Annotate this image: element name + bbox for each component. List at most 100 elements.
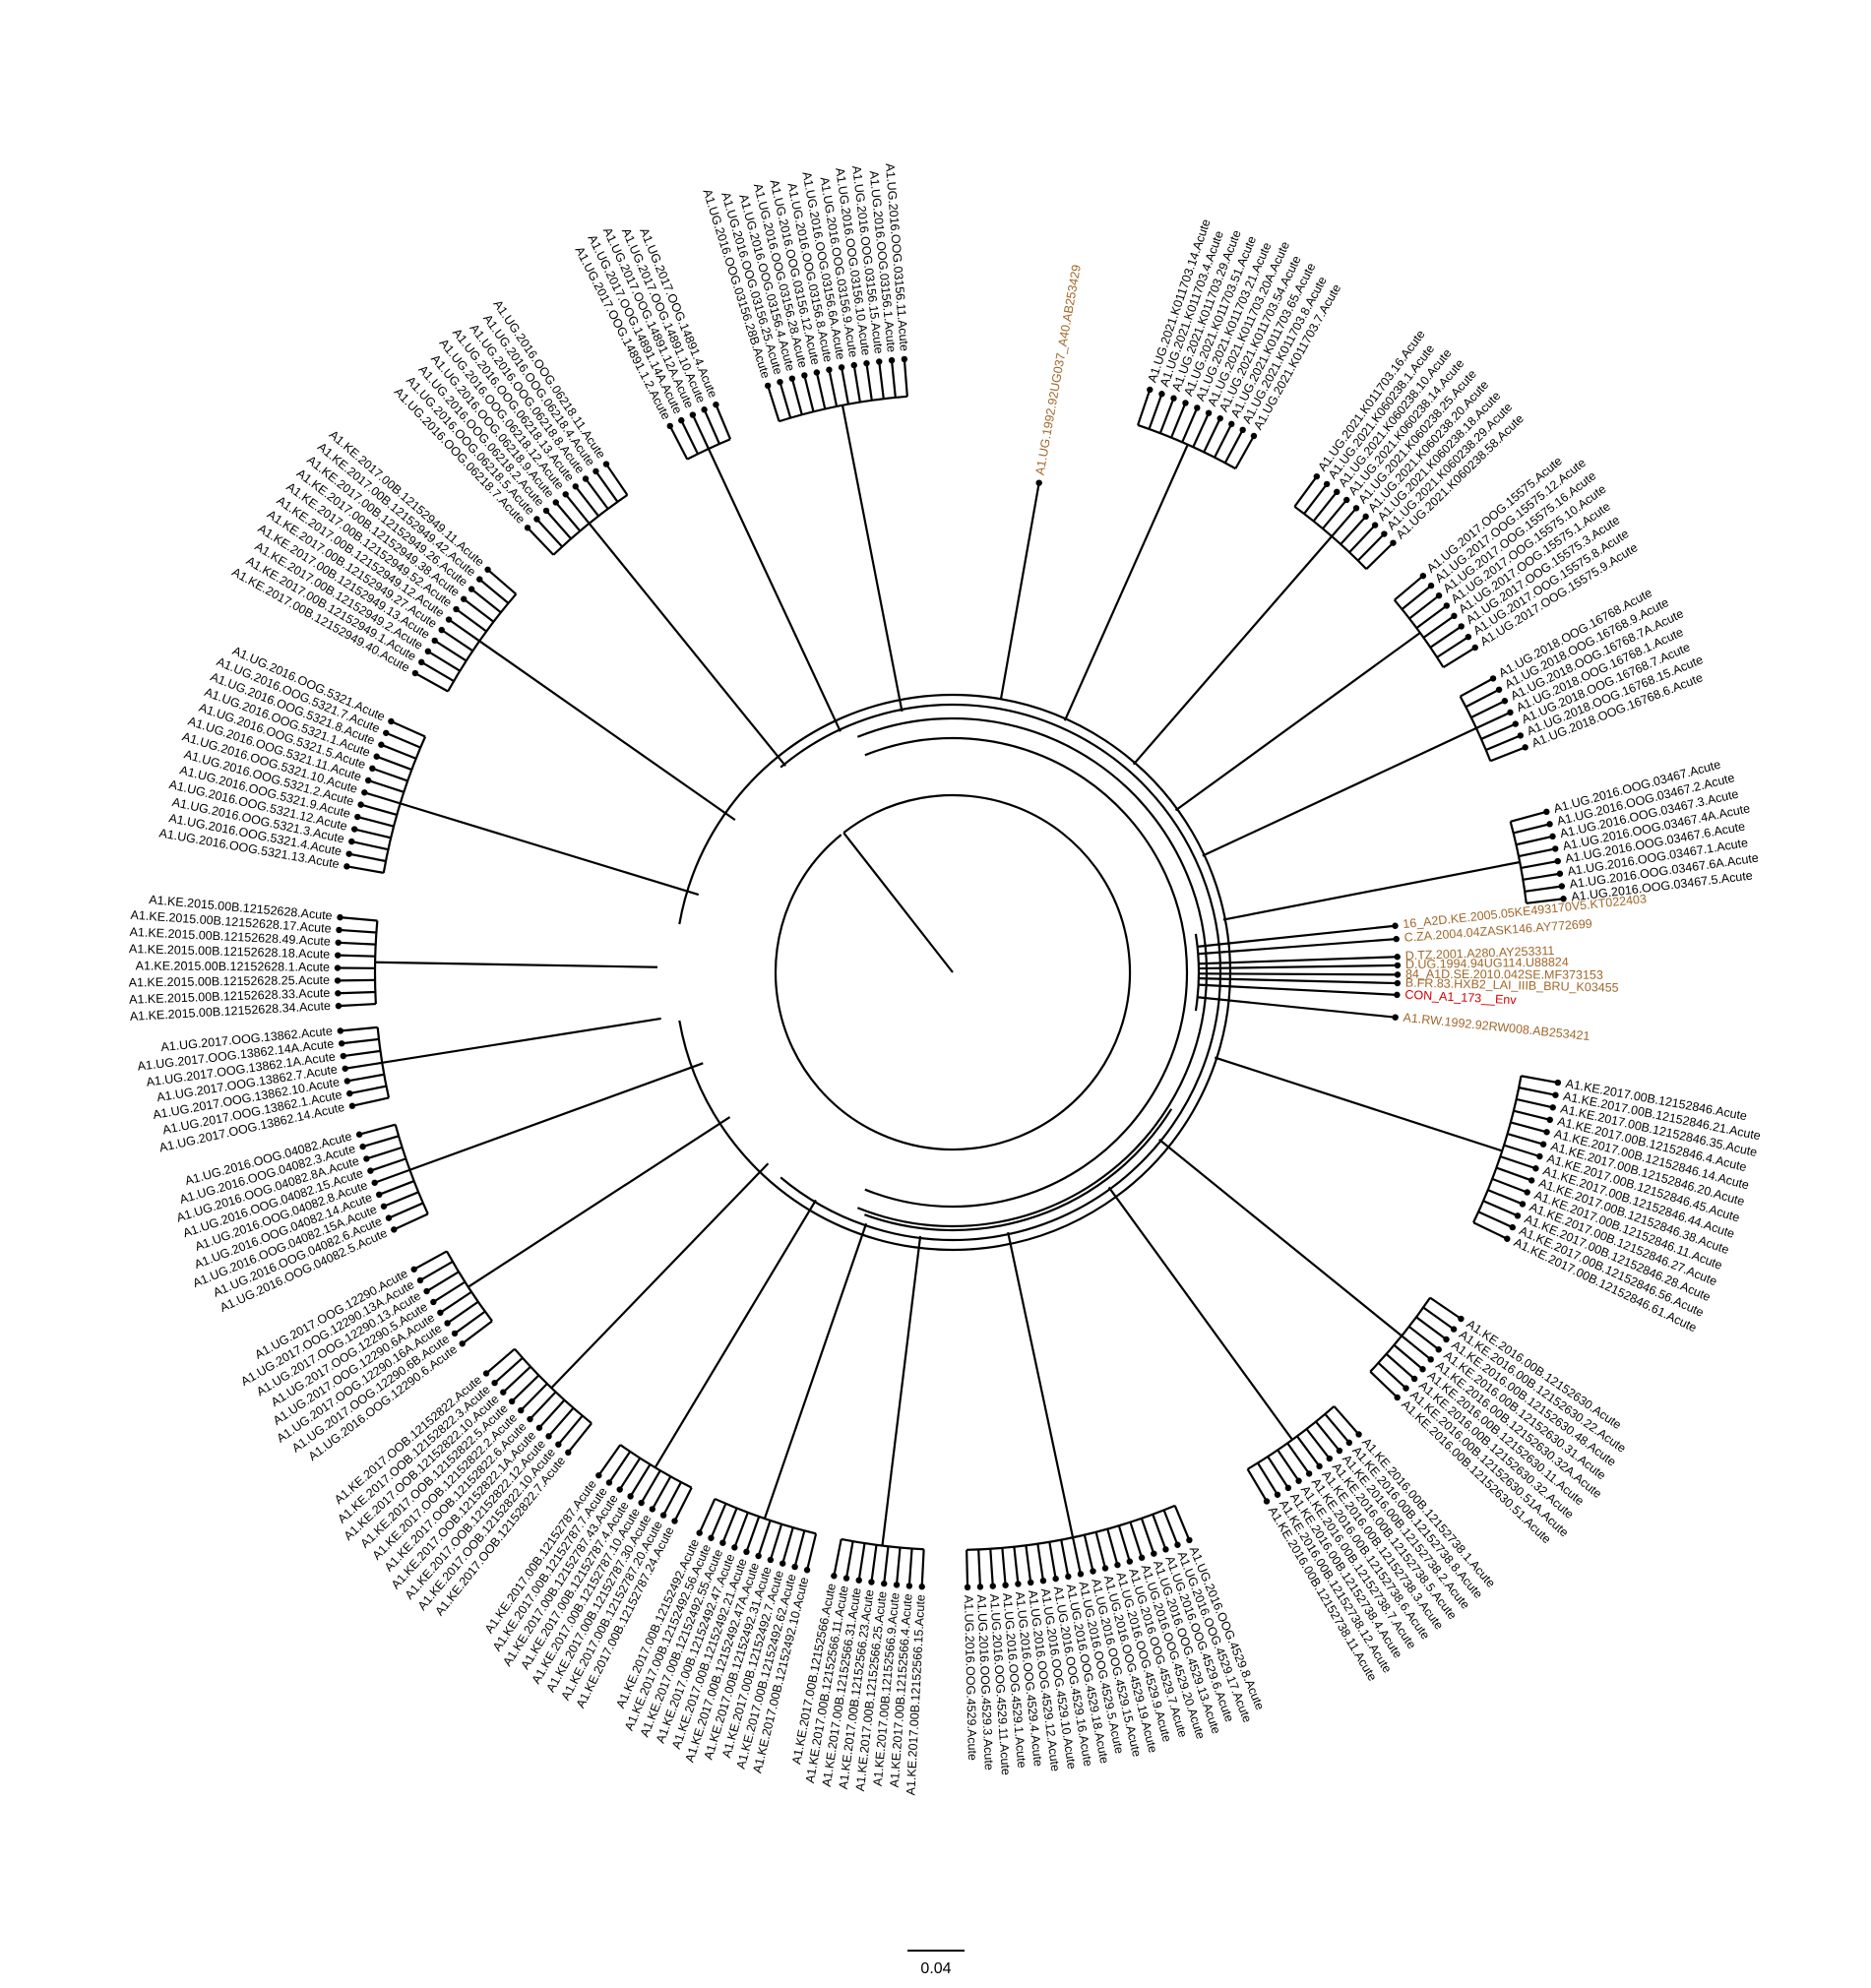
- tip-dot: [1052, 1575, 1059, 1583]
- tip-dot: [788, 375, 796, 382]
- tip-branch: [1385, 1353, 1415, 1380]
- clade-arc-cl-2628: [373, 920, 379, 1005]
- tip-branch: [344, 1061, 383, 1070]
- reference-label: D.UG.1994.94UG114.U88824: [1405, 955, 1569, 971]
- tip-dot: [1039, 1577, 1047, 1584]
- backbone-arc-3: [780, 703, 1222, 1242]
- tip-dot: [418, 658, 425, 666]
- tip-branch: [703, 408, 720, 445]
- tip-branch: [520, 1383, 548, 1411]
- tip-dot: [1371, 522, 1379, 528]
- tip-branch: [1214, 423, 1233, 459]
- tip-branch: [1129, 1522, 1144, 1559]
- tip-branch: [721, 1508, 738, 1544]
- tip-branch: [1181, 407, 1199, 443]
- tip-dot: [850, 361, 857, 369]
- tip-branch: [1394, 575, 1424, 601]
- tip-branch: [1436, 636, 1469, 658]
- tip-branch: [1393, 1343, 1424, 1371]
- tip-dot: [444, 1320, 451, 1327]
- tip-branch: [1460, 677, 1494, 698]
- tip-branch: [680, 419, 700, 455]
- tip-branch: [715, 404, 732, 440]
- tip-dot: [1556, 870, 1564, 877]
- tip-branch: [1365, 541, 1395, 570]
- tip-dot: [767, 1556, 775, 1564]
- tip-dot: [491, 1379, 498, 1387]
- tip-branch: [339, 928, 377, 934]
- tip-dot: [1519, 1201, 1527, 1208]
- tip-branch: [420, 660, 455, 682]
- tip-branch: [485, 1347, 516, 1375]
- scale-bar: 0.04: [907, 1950, 965, 1977]
- tip-dot: [602, 461, 610, 467]
- tip-branch: [393, 1212, 429, 1231]
- tip-dot: [1362, 513, 1369, 521]
- tip-branch: [1025, 1545, 1032, 1584]
- tip-dot: [863, 359, 870, 367]
- tip-branch: [852, 364, 861, 403]
- tip-dot: [378, 741, 385, 748]
- reference-tip-dot: [1035, 479, 1042, 486]
- tip-dot: [1552, 1091, 1559, 1098]
- tip-branch: [351, 839, 389, 851]
- tip-dot: [1305, 1470, 1313, 1477]
- tip-dot: [1517, 732, 1525, 739]
- clade-stem-cl-3467: [1222, 860, 1521, 921]
- tip-branch: [366, 1146, 403, 1160]
- tip-dot: [1450, 1326, 1458, 1333]
- clade-arc-cl-0218: [552, 494, 628, 556]
- tip-branch: [385, 731, 421, 749]
- tip-dot: [605, 1479, 613, 1486]
- tip-dot: [689, 411, 697, 418]
- tip-dot: [424, 648, 432, 655]
- tip-dot: [649, 1506, 656, 1513]
- tip-branch: [1203, 417, 1221, 453]
- tip-dot: [357, 801, 364, 808]
- tip-dot: [893, 1582, 901, 1588]
- tip-dot: [989, 1583, 996, 1589]
- tip-branch: [1477, 1211, 1514, 1229]
- tip-branch: [441, 629, 473, 652]
- tip-dot: [476, 576, 483, 583]
- tip-dot: [1015, 1581, 1022, 1587]
- tip-dot: [1162, 1546, 1169, 1553]
- tip-branch: [1162, 1509, 1179, 1546]
- tip-branch: [338, 941, 376, 946]
- tip-branch: [865, 363, 873, 401]
- tip-branch: [414, 672, 449, 693]
- tip-dot: [1514, 1212, 1522, 1219]
- tip-dot: [1435, 591, 1443, 599]
- tip-branch: [1296, 1435, 1321, 1467]
- tip-dot: [1471, 644, 1478, 652]
- backbone-arc-1: [864, 736, 1189, 1209]
- tip-dot: [755, 1552, 762, 1560]
- tip-branch: [1356, 532, 1386, 562]
- tip-dot: [459, 1340, 466, 1347]
- tip-branch: [434, 639, 468, 662]
- tip-dot: [1138, 1554, 1146, 1561]
- tip-branch: [1513, 823, 1550, 835]
- tip-branch: [363, 791, 401, 805]
- tip-branch: [346, 1073, 385, 1083]
- tip-dot: [335, 939, 342, 946]
- tip-dot: [1323, 480, 1331, 488]
- tip-dot: [518, 1406, 525, 1414]
- tip-branch: [640, 1469, 661, 1504]
- tip-dot: [338, 1040, 345, 1047]
- tip-branch: [1525, 885, 1562, 893]
- clade-arc-cl-2787: [619, 1444, 693, 1489]
- tip-branch: [585, 477, 609, 510]
- tip-dot: [1560, 896, 1567, 902]
- tip-dot: [831, 1573, 838, 1580]
- tip-dot: [1090, 1568, 1096, 1575]
- clade-stem-cl-2787: [654, 1199, 817, 1468]
- clade-stem-cl-0156: [841, 404, 904, 713]
- tip-dot: [376, 1191, 383, 1199]
- tip-branch: [651, 1475, 672, 1510]
- tip-dot: [416, 1276, 424, 1284]
- tip-dot: [1186, 1536, 1193, 1544]
- tip-dot: [388, 717, 395, 725]
- tip-dot: [359, 1143, 366, 1150]
- tip-branch: [857, 1542, 866, 1581]
